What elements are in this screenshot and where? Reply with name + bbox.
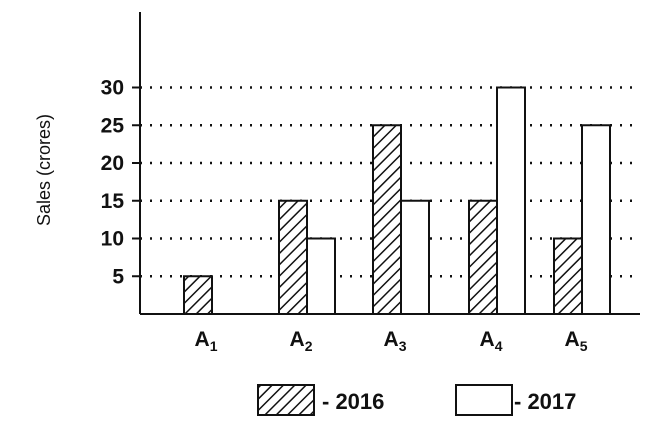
bar-2017-A2 (306, 237, 336, 315)
y-axis-title: Sales (crores) (34, 114, 54, 226)
legend-label-2016: - 2016 (322, 389, 384, 414)
bar-2016-A4 (468, 199, 498, 315)
x-tick-label: A1 (195, 328, 218, 354)
y-tick-label: 30 (101, 77, 124, 100)
x-tick-label: A4 (480, 328, 503, 354)
y-tick-label: 10 (101, 228, 124, 251)
y-tick-label: 5 (112, 265, 124, 288)
y-tick-labels: 5 10 15 20 25 30 (101, 77, 140, 288)
x-tick-labels: A1 A2 A3 A4 A5 (195, 328, 588, 354)
bar-2016-A1 (183, 275, 213, 315)
bar-2017-A3 (400, 199, 430, 315)
legend-swatch-2017 (455, 384, 513, 416)
bars (183, 86, 611, 315)
bar-2017-A5 (581, 124, 611, 315)
x-tick-label: A5 (565, 328, 588, 354)
legend: - 2016 - 2017 (257, 384, 576, 416)
legend-swatch-2016 (257, 384, 315, 416)
y-tick-label: 25 (101, 114, 125, 137)
bar-2016-A2 (278, 199, 308, 315)
bar-2017-A4 (496, 86, 526, 315)
bar-2016-A5 (553, 237, 583, 315)
y-tick-label: 20 (101, 152, 124, 175)
legend-label-2017: - 2017 (514, 389, 576, 414)
y-tick-label: 15 (101, 190, 125, 213)
x-tick-label: A3 (384, 328, 407, 354)
bar-2016-A3 (372, 124, 402, 315)
x-tick-label: A2 (290, 328, 313, 354)
